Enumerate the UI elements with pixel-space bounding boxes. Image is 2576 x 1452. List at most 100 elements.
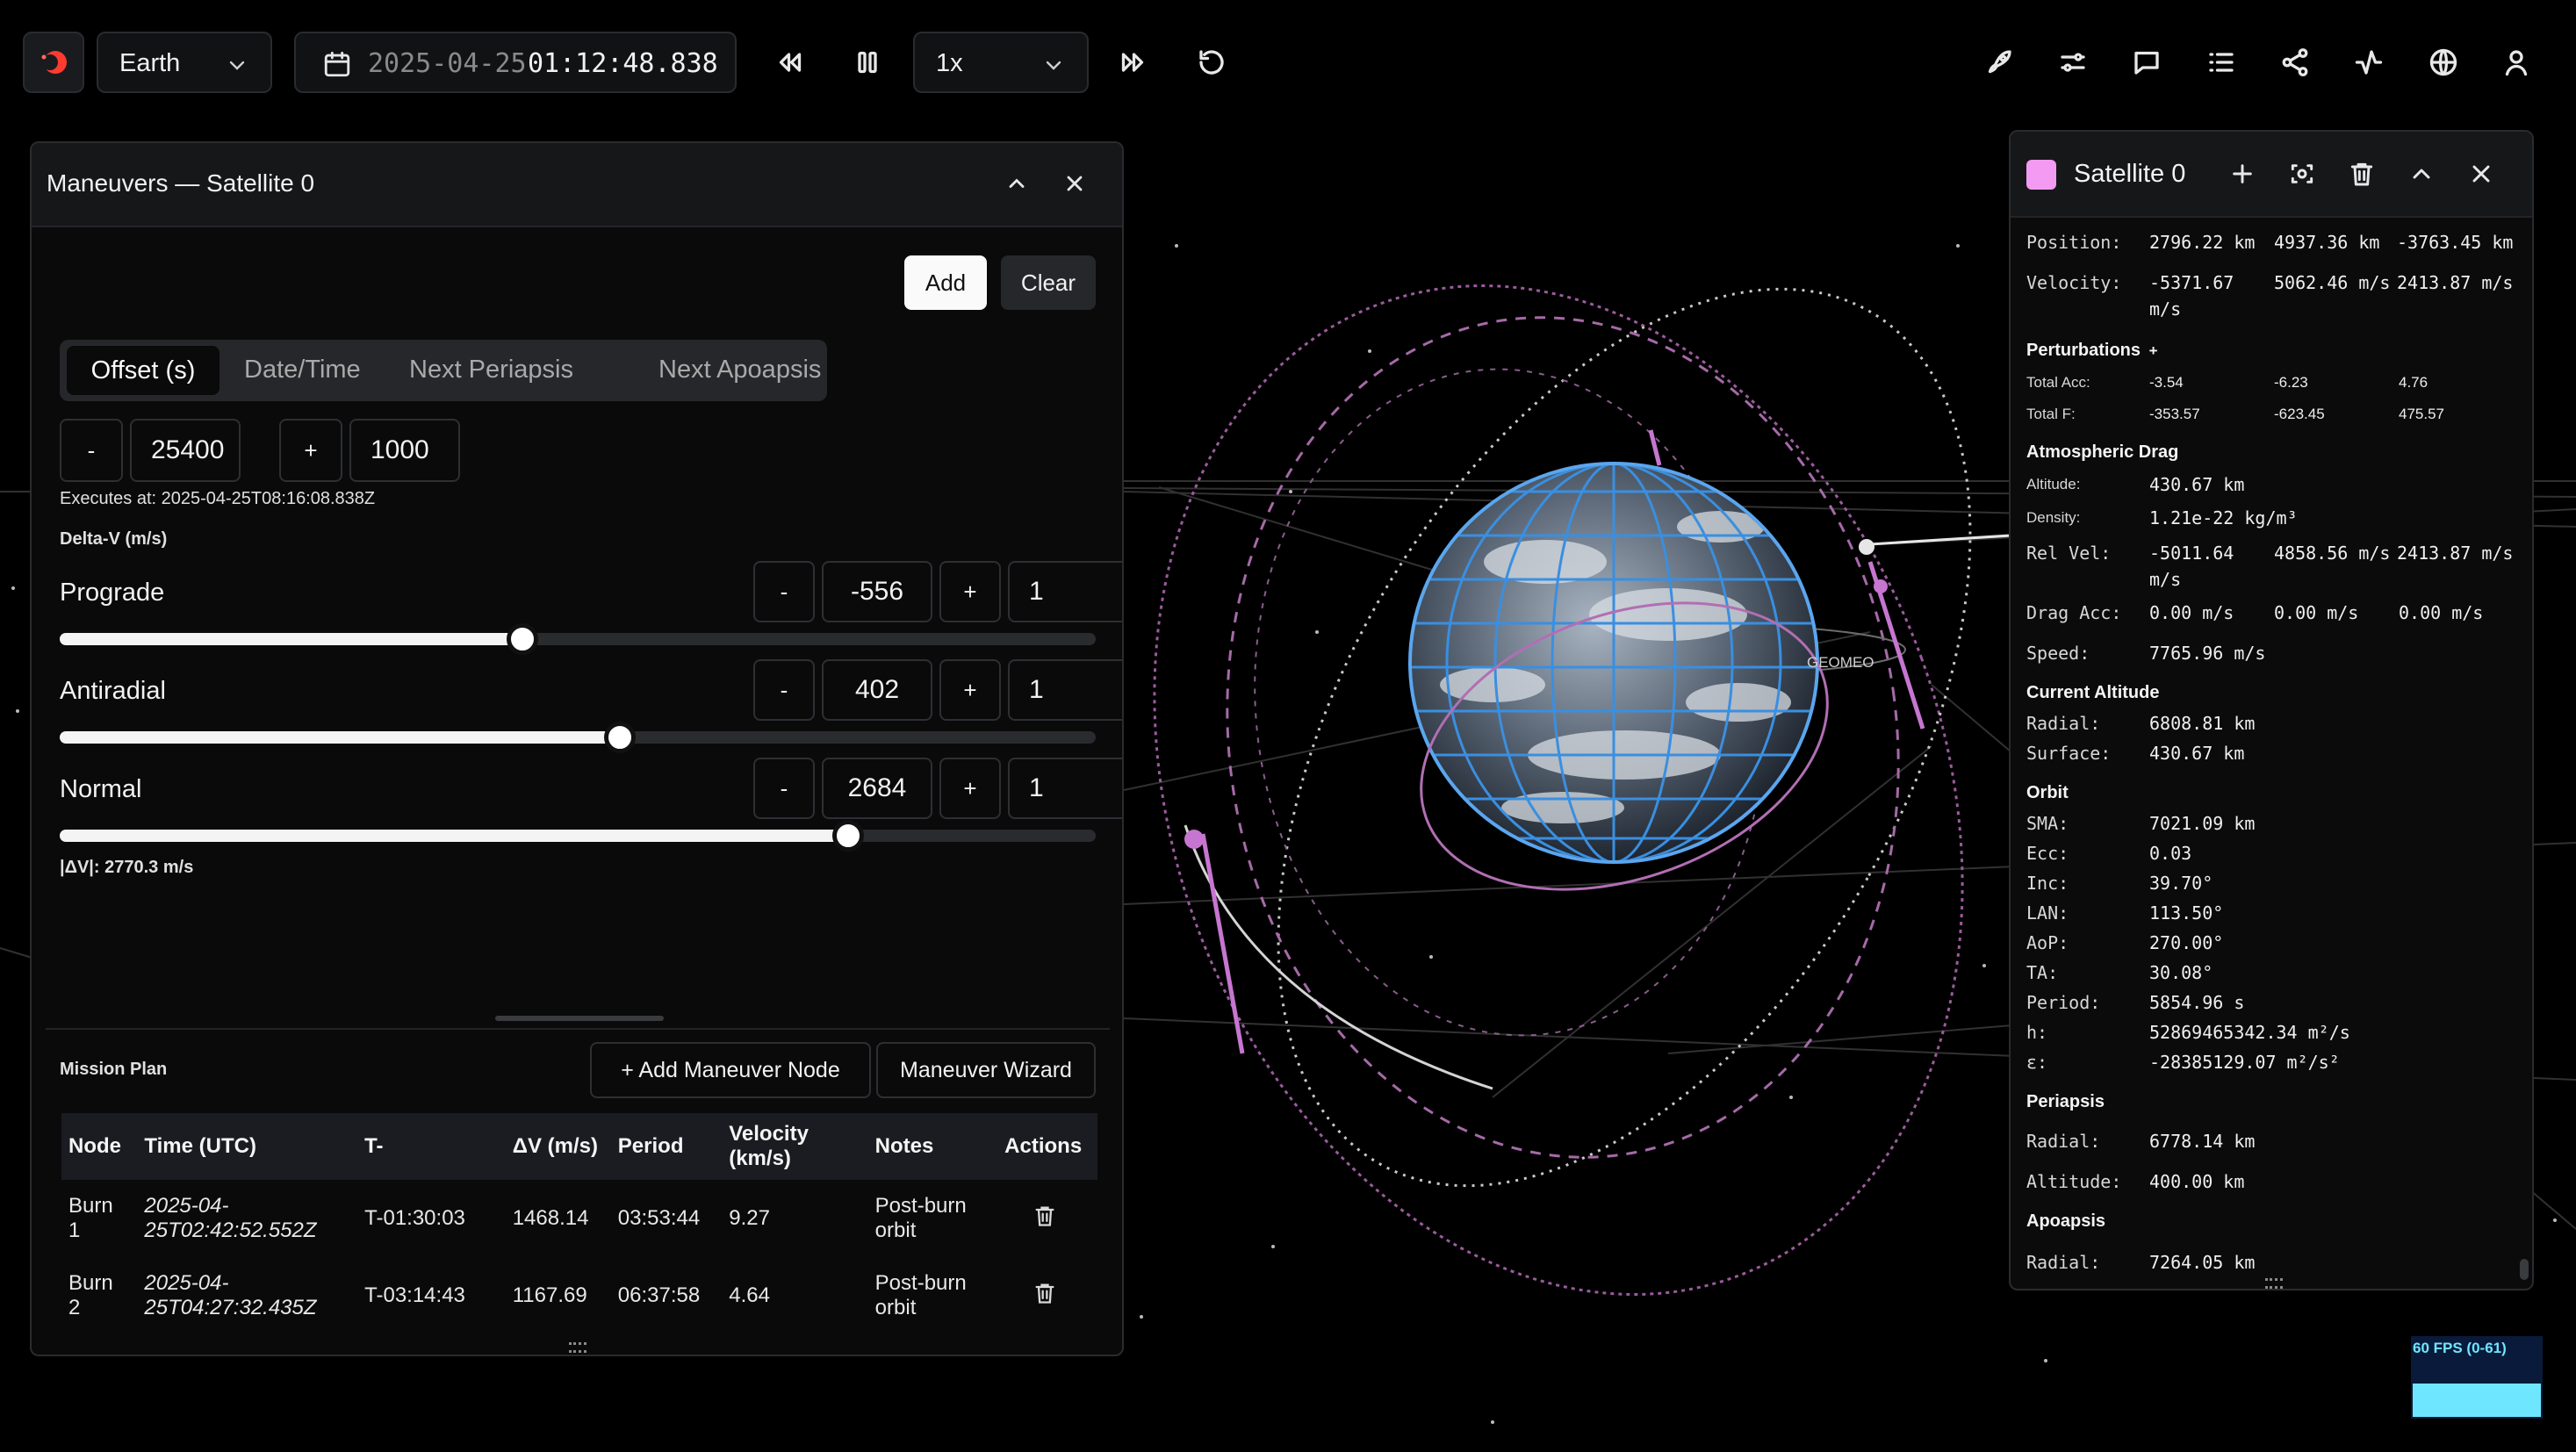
tab-next-apoapsis[interactable]: Next Apoapsis	[658, 356, 822, 384]
close-icon[interactable]	[1062, 171, 1087, 196]
chat-button[interactable]	[2122, 38, 2171, 87]
offset-input[interactable]: 25400	[130, 419, 241, 482]
tab-offset[interactable]: Offset (s)	[67, 346, 219, 395]
object-marker[interactable]	[1874, 579, 1888, 593]
add-icon[interactable]	[2228, 160, 2256, 192]
prograde-slider-thumb[interactable]	[507, 623, 539, 655]
settings-sliders-button[interactable]	[2048, 38, 2097, 87]
scrollbar[interactable]	[2520, 1259, 2529, 1280]
speed-select[interactable]: 1x	[913, 32, 1089, 93]
periapsis-altitude-value: 400.00 km	[2149, 1171, 2245, 1192]
speed-value: 7765.96 m/s	[2149, 643, 2266, 664]
trash-icon[interactable]	[1033, 1280, 1057, 1306]
panel-resize-handle[interactable]	[495, 1016, 664, 1021]
profile-button[interactable]	[2492, 38, 2541, 87]
satellite-color-swatch[interactable]	[2026, 160, 2056, 190]
antiradial-decrement-button[interactable]: -	[753, 659, 815, 721]
trash-icon[interactable]	[2348, 160, 2376, 192]
activity-button[interactable]	[2344, 38, 2393, 87]
tab-next-periapsis[interactable]: Next Periapsis	[409, 356, 573, 384]
object-marker[interactable]	[1859, 539, 1874, 555]
list-button[interactable]	[2197, 38, 2246, 87]
normal-step-input[interactable]: 1	[1008, 758, 1122, 819]
normal-slider[interactable]	[60, 820, 1096, 852]
antiradial-input[interactable]: 402	[822, 659, 932, 721]
tab-date-time[interactable]: Date/Time	[244, 356, 361, 384]
density-value: 1.21e-22 kg/m³	[2149, 507, 2298, 528]
panel-resize-grip[interactable]	[2265, 1278, 2283, 1289]
date-value: 2025-04-25	[368, 48, 527, 79]
normal-label: Normal	[60, 775, 142, 803]
pause-icon	[858, 51, 877, 74]
celestial-body-select[interactable]: Earth	[97, 32, 272, 93]
normal-increment-button[interactable]: +	[939, 758, 1001, 819]
orbit-title: Orbit	[2026, 783, 2069, 802]
prograde-decrement-button[interactable]: -	[753, 561, 815, 622]
prograde-step-input[interactable]: 1	[1008, 561, 1122, 622]
share-button[interactable]	[2270, 38, 2320, 87]
orbit-sma-value: 7021.09 km	[2149, 813, 2256, 834]
logo-icon	[41, 51, 67, 74]
offset-increment-button[interactable]: +	[279, 419, 342, 482]
maneuvers-panel-header[interactable]: Maneuvers — Satellite 0	[32, 143, 1122, 227]
time-value: 01:12:48.838	[528, 48, 718, 79]
perturbations-title[interactable]: Perturbations +	[2026, 341, 2158, 360]
antiradial-slider-thumb[interactable]	[604, 722, 637, 753]
drag-acc-z: 0.00 m/s	[2399, 602, 2484, 623]
offset-decrement-button[interactable]: -	[60, 419, 123, 482]
clear-button[interactable]: Clear	[1001, 255, 1096, 310]
total-acc-y: -6.23	[2274, 374, 2308, 391]
rewind-button[interactable]	[766, 38, 815, 87]
current-surface-value: 430.67 km	[2149, 743, 2245, 764]
prograde-increment-button[interactable]: +	[939, 561, 1001, 622]
satellite-marker[interactable]	[1184, 830, 1204, 849]
focus-icon[interactable]	[2288, 160, 2316, 192]
pause-button[interactable]	[843, 38, 892, 87]
antiradial-increment-button[interactable]: +	[939, 659, 1001, 721]
chevron-up-icon[interactable]	[2407, 160, 2436, 192]
velocity-label: Velocity:	[2026, 272, 2122, 293]
expand-icon[interactable]: +	[2148, 342, 2158, 359]
maneuver-wizard-button[interactable]: Maneuver Wizard	[876, 1042, 1096, 1098]
add-maneuver-node-button[interactable]: + Add Maneuver Node	[590, 1042, 871, 1098]
chevron-up-icon[interactable]	[1004, 171, 1029, 196]
normal-input[interactable]: 2684	[822, 758, 932, 819]
normal-decrement-button[interactable]: -	[753, 758, 815, 819]
orbit-sma-label: SMA:	[2026, 813, 2069, 834]
normal-slider-fill	[60, 830, 848, 842]
share-icon	[2282, 48, 2308, 76]
offset-step-input[interactable]: 1000	[349, 419, 460, 482]
reset-time-button[interactable]	[1187, 38, 1236, 87]
table-row[interactable]: Burn 2 2025-04-25T04:27:32.435Z T-03:14:…	[61, 1257, 1097, 1334]
orbit-energy-label: ε:	[2026, 1052, 2048, 1073]
mission-plan-title: Mission Plan	[60, 1060, 168, 1079]
total-f-label: Total F:	[2026, 406, 2076, 422]
cell-time: 2025-04-25T04:27:32.435Z	[144, 1271, 317, 1319]
table-header-row: Node Time (UTC) T- ΔV (m/s) Period Veloc…	[61, 1113, 1097, 1180]
table-row[interactable]: Burn 1 2025-04-25T02:42:52.552Z T-01:30:…	[61, 1180, 1097, 1257]
normal-slider-thumb[interactable]	[831, 820, 864, 852]
prograde-slider[interactable]	[60, 623, 1096, 655]
prograde-input[interactable]: -556	[822, 561, 932, 622]
cell-actions	[997, 1257, 1097, 1334]
trash-icon[interactable]	[1033, 1203, 1057, 1229]
fast-forward-button[interactable]	[1108, 38, 1157, 87]
rel-vel-label: Rel Vel:	[2026, 543, 2112, 564]
satellite-panel-header[interactable]: Satellite 0	[2011, 132, 2532, 218]
globe-button[interactable]	[2419, 38, 2468, 87]
antiradial-slider[interactable]	[60, 722, 1096, 753]
executes-at-text: Executes at: 2025-04-25T08:16:08.838Z	[60, 489, 376, 508]
app-logo[interactable]	[23, 32, 84, 93]
date-time-picker[interactable]: 2025-04-25 01:12:48.838	[294, 32, 737, 93]
antiradial-step-input[interactable]: 1	[1008, 659, 1122, 721]
apoapsis-title: Apoapsis	[2026, 1211, 2106, 1231]
orbit-aop-value: 270.00°	[2149, 932, 2224, 953]
earth-globe[interactable]	[1405, 462, 1826, 864]
panel-resize-grip[interactable]	[569, 1342, 586, 1353]
atmospheric-drag-title: Atmospheric Drag	[2026, 442, 2179, 462]
launch-button[interactable]	[1975, 38, 2024, 87]
close-icon[interactable]	[2467, 160, 2495, 192]
position-y: 4937.36 km	[2274, 232, 2380, 253]
add-maneuver-button[interactable]: Add	[904, 255, 987, 310]
